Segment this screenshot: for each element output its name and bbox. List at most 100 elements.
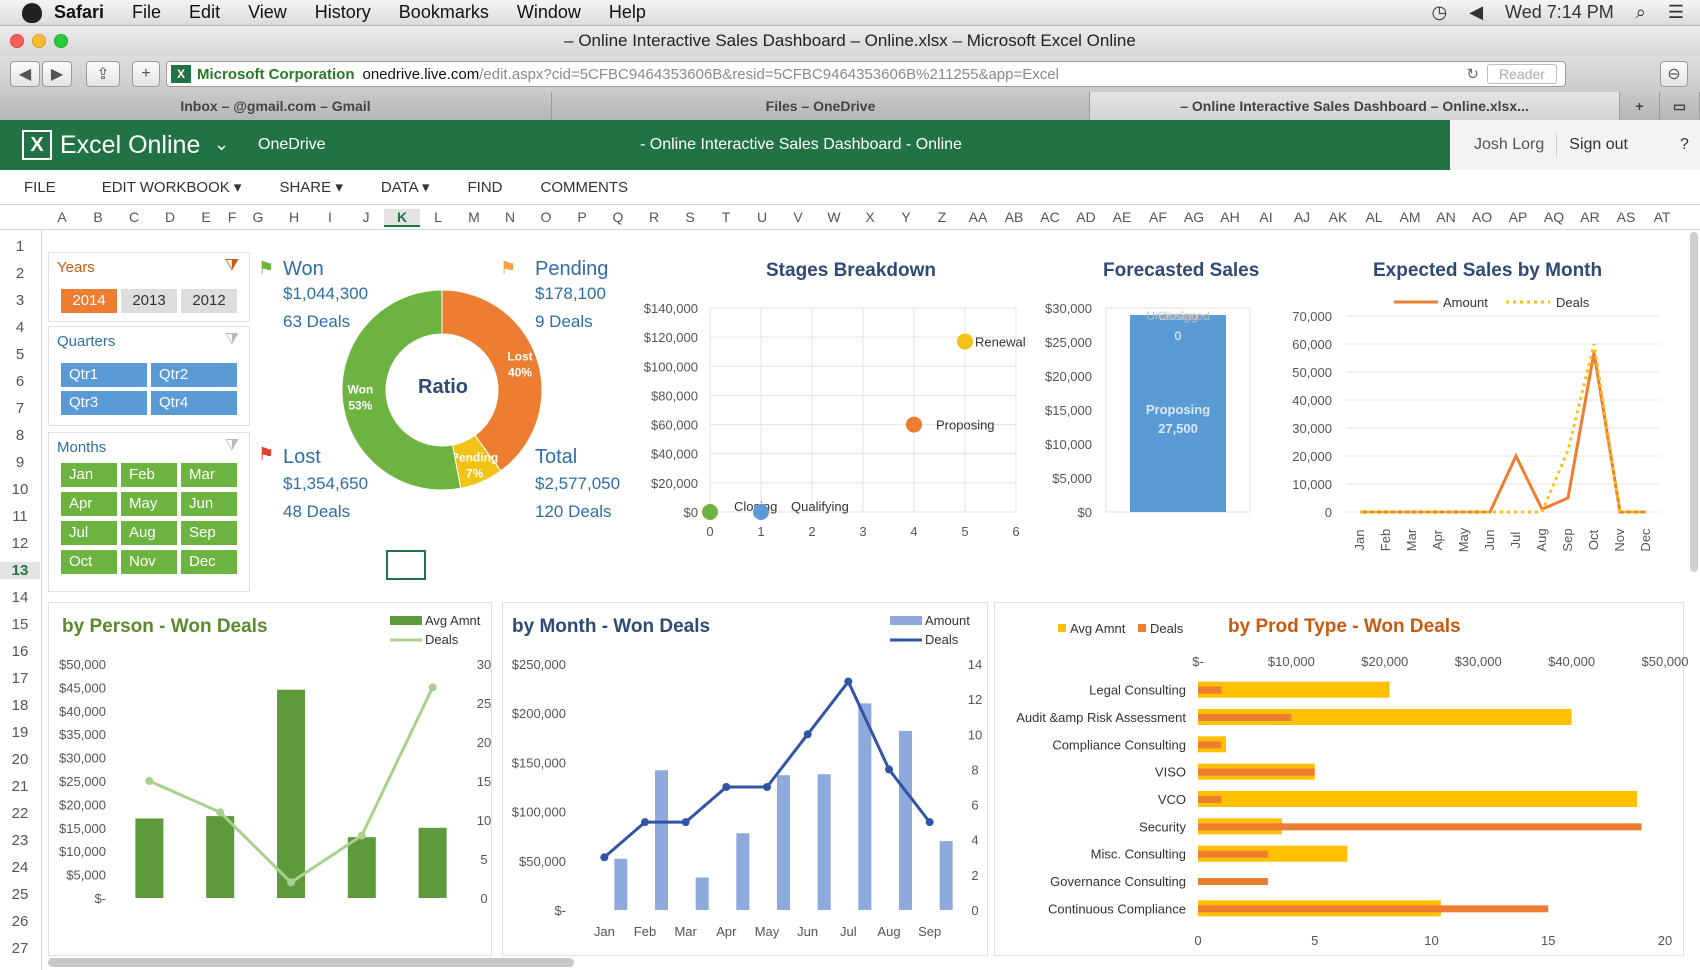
clear-filter-icon[interactable]: ⧩ xyxy=(224,257,239,274)
tab-overview-icon[interactable]: ▭ xyxy=(1660,92,1700,120)
row-20[interactable]: 20 xyxy=(11,751,29,768)
row-10[interactable]: 10 xyxy=(11,481,29,498)
slicer-month-oct[interactable]: Oct xyxy=(61,550,117,574)
back-button[interactable]: ◀ xyxy=(10,61,40,87)
slicer-month-apr[interactable]: Apr xyxy=(61,492,117,516)
row-6[interactable]: 6 xyxy=(15,373,25,390)
column-am[interactable]: AM xyxy=(1399,209,1421,225)
column-y[interactable]: Y xyxy=(901,209,911,225)
row-19[interactable]: 19 xyxy=(11,724,29,741)
column-q[interactable]: Q xyxy=(612,209,624,225)
menu-file-tab[interactable]: FILE xyxy=(24,178,56,196)
selected-cell[interactable] xyxy=(386,550,426,580)
menu-view[interactable]: View xyxy=(248,2,287,22)
tab-dashboard[interactable]: – Online Interactive Sales Dashboard – O… xyxy=(1090,92,1620,120)
column-al[interactable]: AL xyxy=(1365,209,1383,225)
column-s[interactable]: S xyxy=(685,209,695,225)
sign-out-link[interactable]: Sign out xyxy=(1569,136,1628,153)
minimize-window-icon[interactable] xyxy=(32,34,46,48)
row-3[interactable]: 3 xyxy=(15,292,25,309)
row-2[interactable]: 2 xyxy=(15,265,25,282)
reload-icon[interactable]: ↻ xyxy=(1466,66,1479,83)
row-18[interactable]: 18 xyxy=(11,697,29,714)
column-o[interactable]: O xyxy=(540,209,552,225)
vertical-scrollbar[interactable] xyxy=(1690,232,1698,572)
column-n[interactable]: N xyxy=(504,209,516,225)
column-ai[interactable]: AI xyxy=(1259,209,1273,225)
column-ao[interactable]: AO xyxy=(1471,209,1493,225)
row-27[interactable]: 27 xyxy=(11,940,29,957)
spotlight-icon[interactable]: ⌕ xyxy=(1635,2,1646,22)
horizontal-scrollbar[interactable] xyxy=(48,958,574,967)
menu-window[interactable]: Window xyxy=(516,2,581,22)
notifications-icon[interactable]: ☰ xyxy=(1667,2,1684,22)
slicer-month-aug[interactable]: Aug xyxy=(121,521,177,545)
slicer-qtr4[interactable]: Qtr4 xyxy=(151,391,237,415)
row-23[interactable]: 23 xyxy=(11,832,29,849)
column-t[interactable]: T xyxy=(721,209,731,225)
column-g[interactable]: G xyxy=(252,209,264,225)
row-11[interactable]: 11 xyxy=(12,508,28,525)
app-launcher-chevron-icon[interactable]: ⌄ xyxy=(214,134,230,154)
slicer-qtr1[interactable]: Qtr1 xyxy=(61,363,147,387)
close-window-icon[interactable] xyxy=(10,34,24,48)
menu-share[interactable]: SHARE ▾ xyxy=(279,179,343,196)
menu-history[interactable]: History xyxy=(314,2,371,22)
column-aa[interactable]: AA xyxy=(968,209,988,225)
column-i[interactable]: I xyxy=(328,209,332,225)
menu-bookmarks[interactable]: Bookmarks xyxy=(398,2,489,22)
site-identity[interactable]: Microsoft Corporation xyxy=(197,65,355,83)
column-k[interactable]: K xyxy=(384,209,420,227)
tab-gmail[interactable]: Inbox – @gmail.com – Gmail xyxy=(0,92,552,120)
slicer-month-jul[interactable]: Jul xyxy=(61,521,117,545)
menu-comments[interactable]: COMMENTS xyxy=(540,178,629,196)
slicer-month-may[interactable]: May xyxy=(121,492,177,516)
column-ad[interactable]: AD xyxy=(1076,209,1096,225)
column-z[interactable]: Z xyxy=(937,209,947,225)
slicer-month-mar[interactable]: Mar xyxy=(181,463,237,487)
column-ah[interactable]: AH xyxy=(1220,209,1240,225)
column-ar[interactable]: AR xyxy=(1580,209,1600,225)
row-12[interactable]: 12 xyxy=(11,535,29,552)
forward-button[interactable]: ▶ xyxy=(42,61,72,87)
menu-app[interactable]: Safari xyxy=(54,2,105,22)
slicer-qtr3[interactable]: Qtr3 xyxy=(61,391,147,415)
column-p[interactable]: P xyxy=(577,209,587,225)
row-17[interactable]: 17 xyxy=(11,670,29,687)
column-an[interactable]: AN xyxy=(1436,209,1456,225)
row-22[interactable]: 22 xyxy=(11,805,29,822)
column-u[interactable]: U xyxy=(756,209,768,225)
clock[interactable]: Wed 7:14 PM xyxy=(1505,2,1614,22)
menu-help[interactable]: Help xyxy=(608,2,646,22)
row-15[interactable]: 15 xyxy=(11,616,29,633)
menu-edit-workbook[interactable]: EDIT WORKBOOK ▾ xyxy=(101,179,242,196)
row-7[interactable]: 7 xyxy=(15,400,25,417)
slicer-month-jan[interactable]: Jan xyxy=(61,463,117,487)
column-d[interactable]: D xyxy=(164,209,176,225)
volume-icon[interactable]: ◀ xyxy=(1469,2,1484,22)
menu-data[interactable]: DATA ▾ xyxy=(380,179,430,196)
column-ap[interactable]: AP xyxy=(1508,209,1528,225)
share-button[interactable]: ⇪ xyxy=(86,61,120,87)
slicer-month-sep[interactable]: Sep xyxy=(181,521,237,545)
row-26[interactable]: 26 xyxy=(11,913,29,930)
column-at[interactable]: AT xyxy=(1653,209,1671,225)
column-ac[interactable]: AC xyxy=(1040,209,1060,225)
clear-filter-icon[interactable]: ⧩ xyxy=(224,437,239,454)
column-j[interactable]: J xyxy=(362,209,370,225)
row-8[interactable]: 8 xyxy=(15,427,25,444)
tab-onedrive[interactable]: Files – OneDrive xyxy=(552,92,1090,120)
row-9[interactable]: 9 xyxy=(15,454,25,471)
slicer-month-jun[interactable]: Jun xyxy=(181,492,237,516)
row-24[interactable]: 24 xyxy=(11,859,29,876)
column-ag[interactable]: AG xyxy=(1183,209,1205,225)
address-bar[interactable]: X Microsoft Corporation onedrive.live.co… xyxy=(166,61,1566,87)
slicer-year-2013[interactable]: 2013 xyxy=(121,289,177,313)
column-ae[interactable]: AE xyxy=(1112,209,1132,225)
row-4[interactable]: 4 xyxy=(15,319,25,336)
column-e[interactable]: E xyxy=(201,209,211,225)
zoom-window-icon[interactable] xyxy=(54,34,68,48)
slicer-month-nov[interactable]: Nov xyxy=(121,550,177,574)
column-x[interactable]: X xyxy=(865,209,875,225)
column-w[interactable]: W xyxy=(827,209,841,225)
